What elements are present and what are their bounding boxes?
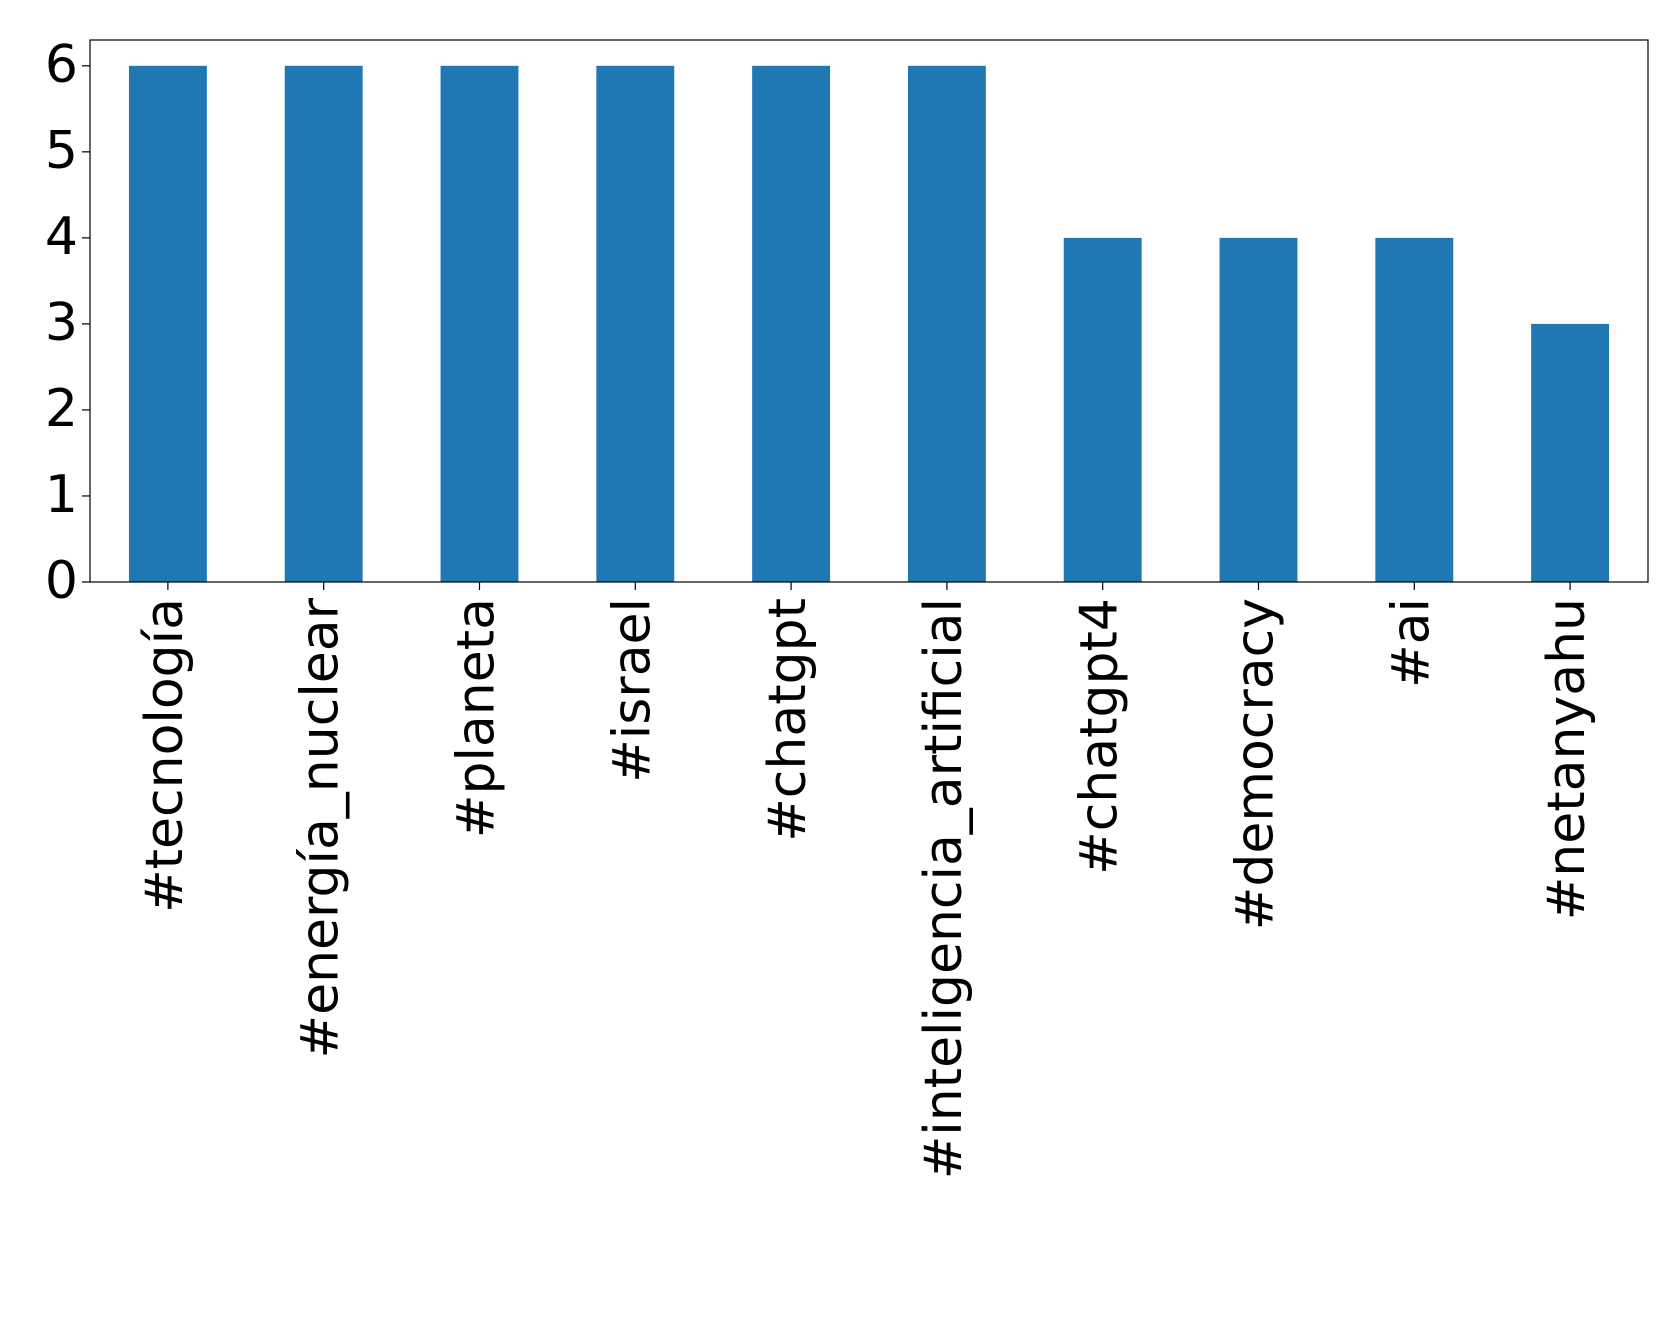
y-tick-label: 6 [45,35,78,95]
x-tick-label: #ai [1381,598,1441,688]
plot-frame [89,39,1649,583]
bar [284,65,363,583]
y-tick-label: 5 [45,121,78,181]
x-tick-label: #netanyahu [1537,598,1597,920]
y-tick-label: 2 [45,379,78,439]
x-tick-label: #inteligencia_artificial [914,598,974,1179]
bar [752,65,831,583]
y-tick-label: 3 [45,293,78,353]
x-tick-label: #energía_nuclear [291,597,351,1058]
x-tick-label: #israel [602,598,662,783]
bar [907,65,986,583]
bar [440,65,519,583]
x-tick-label: #planeta [447,598,507,838]
y-tick-label: 4 [45,207,78,267]
bar [1375,237,1454,582]
bar [128,65,207,583]
bar [1063,237,1142,582]
bar [1219,237,1298,582]
x-tick-label: #chatgpt [758,598,818,842]
y-tick-label: 0 [45,551,78,611]
bar [1531,323,1610,582]
x-tick-label: #tecnología [135,598,195,913]
x-tick-label: #chatgpt4 [1070,598,1130,875]
x-tick-label: #democracy [1226,598,1286,930]
y-tick-label: 1 [45,465,78,525]
bar [596,65,675,583]
